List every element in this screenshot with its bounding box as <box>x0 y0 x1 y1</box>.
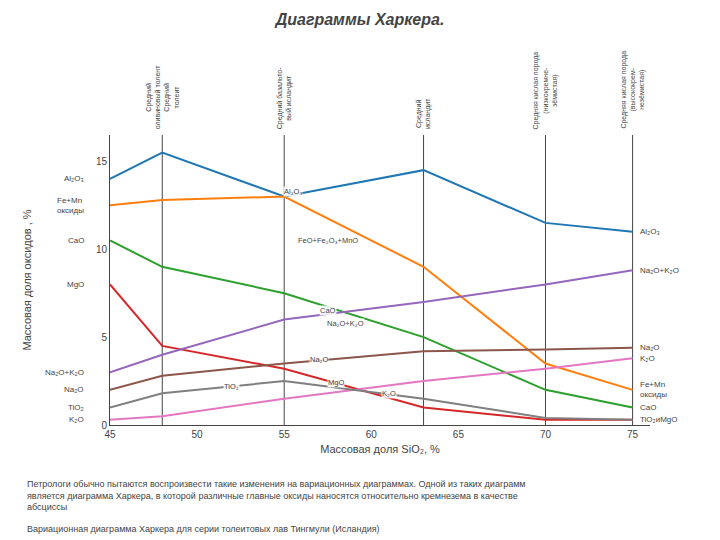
svg-text:MgO: MgO <box>328 378 344 387</box>
svg-text:CaO: CaO <box>640 403 656 412</box>
svg-text:Массовая доля оксидов , %: Массовая доля оксидов , % <box>21 209 33 350</box>
svg-text:Вариационная диаграмма Харкера: Вариационная диаграмма Харкера для серии… <box>27 524 380 534</box>
svg-text:Na₂O+K₂O: Na₂O+K₂O <box>640 266 679 275</box>
svg-text:Na₂O: Na₂O <box>64 385 84 394</box>
svg-text:FeO+Fe₂O₃+MnO: FeO+Fe₂O₃+MnO <box>298 236 358 245</box>
svg-text:Массовая доля SiO₂, %: Массовая доля SiO₂, % <box>320 443 440 455</box>
svg-text:TiO₂иMgO: TiO₂иMgO <box>640 415 678 424</box>
svg-text:Среднийоливиновый толентСредни: Среднийоливиновый толентСреднийтолеит <box>145 65 179 129</box>
svg-text:0: 0 <box>101 420 107 431</box>
svg-text:Al₂O₃: Al₂O₃ <box>284 187 302 196</box>
svg-text:45: 45 <box>104 429 116 440</box>
svg-text:Al₂O₃: Al₂O₃ <box>64 174 84 183</box>
svg-text:Среднийисландит: Среднийисландит <box>415 98 432 129</box>
svg-text:Na₂O+K₂O: Na₂O+K₂O <box>327 319 364 328</box>
svg-text:55: 55 <box>279 429 291 440</box>
svg-text:TiO₂: TiO₂ <box>68 403 84 412</box>
svg-text:60: 60 <box>366 429 378 440</box>
svg-text:K₂O: K₂O <box>69 415 84 424</box>
svg-text:Al₂O₃: Al₂O₃ <box>640 227 660 236</box>
svg-text:K₂O: K₂O <box>382 389 396 398</box>
svg-text:Fe+Mnоксиды: Fe+Mnоксиды <box>640 380 667 399</box>
svg-text:65: 65 <box>453 429 465 440</box>
svg-text:Средняя кислая порода(высококр: Средняя кислая порода(высококрем-незёмис… <box>620 51 646 129</box>
svg-text:75: 75 <box>627 429 639 440</box>
svg-text:Na₂O: Na₂O <box>310 355 328 364</box>
svg-text:Петрологи обычно пытаются восп: Петрологи обычно пытаются воспроизвести … <box>27 479 526 512</box>
svg-text:10: 10 <box>96 244 108 255</box>
svg-text:Na₂O+K₂O: Na₂O+K₂O <box>45 368 84 377</box>
svg-text:Средний базальто-вый исландит: Средний базальто-вый исландит <box>276 67 293 129</box>
svg-text:Средняя кислая порода(низкокре: Средняя кислая порода(низкокремне-зёмист… <box>532 52 558 130</box>
svg-text:Na₂O: Na₂O <box>640 343 660 352</box>
svg-text:CaO: CaO <box>68 236 84 245</box>
svg-text:MgO: MgO <box>67 280 84 289</box>
svg-text:K₂O: K₂O <box>640 354 655 363</box>
svg-text:70: 70 <box>540 429 552 440</box>
svg-text:Fe+Mnоксиды: Fe+Mnоксиды <box>57 196 84 215</box>
svg-text:15: 15 <box>96 156 108 167</box>
svg-text:50: 50 <box>192 429 204 440</box>
svg-text:TiO₂: TiO₂ <box>224 382 239 391</box>
svg-text:Диаграммы Харкера.: Диаграммы Харкера. <box>274 11 445 28</box>
svg-text:5: 5 <box>101 332 107 343</box>
svg-text:CaO: CaO <box>320 306 336 315</box>
